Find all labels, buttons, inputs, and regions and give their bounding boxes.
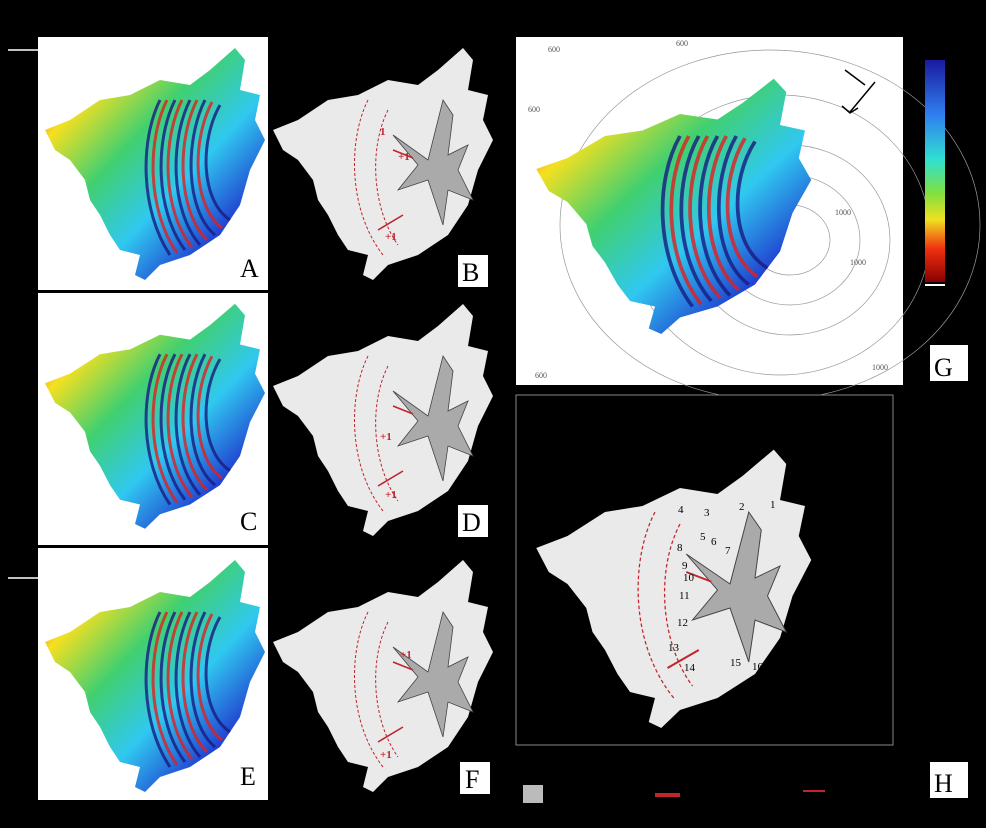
sector-number: 2: [739, 501, 745, 513]
sector-number: 14: [684, 662, 696, 674]
legend-swatch: [523, 785, 543, 803]
sector-number: 4: [678, 504, 684, 516]
sector-map: [273, 304, 493, 536]
sector-number: 5: [700, 531, 706, 543]
colorbar: [925, 60, 945, 282]
sector-number: 3: [704, 507, 710, 519]
sector-number: 8: [677, 542, 683, 554]
sector-number: 1: [770, 499, 776, 511]
panel-label: C: [240, 507, 257, 536]
sector-number: 15: [730, 657, 742, 669]
fringe-label: +1: [385, 231, 397, 243]
sector-number: 10: [683, 572, 695, 584]
contour-label: 1000: [835, 208, 851, 217]
sector-number: 13: [668, 642, 680, 654]
sector-number: 11: [679, 590, 690, 602]
panel-label: F: [465, 765, 479, 794]
fringe-label: 1: [380, 126, 386, 138]
sector-number: 6: [711, 536, 717, 548]
panel-label: G: [934, 353, 953, 382]
sector-number: 9: [682, 560, 688, 572]
fringe-label: +1: [400, 649, 412, 661]
figure: 1 +1 +1 +1 +1 +1 +1 600 600 600 600 1000…: [0, 0, 986, 828]
panel-label: E: [240, 762, 256, 791]
border-lines: [8, 50, 38, 578]
panel-label: B: [462, 258, 479, 287]
sector-map: [273, 48, 493, 280]
panel-label: A: [240, 254, 259, 283]
fringe-label: +1: [380, 749, 392, 761]
contour-label: 600: [528, 105, 540, 114]
sector-number: 16: [752, 661, 764, 673]
contour-label: 1000: [850, 258, 866, 267]
fringe-label: +1: [385, 489, 397, 501]
fringe-label: +1: [380, 431, 392, 443]
contour-label: 600: [535, 371, 547, 380]
fringe-label: +1: [398, 151, 410, 163]
contour-label: 1000: [872, 363, 888, 372]
contour-label: 600: [548, 45, 560, 54]
sector-number: 12: [677, 617, 688, 629]
sector-number: 7: [725, 545, 731, 557]
contour-label: 600: [676, 39, 688, 48]
panel-label: H: [934, 769, 953, 798]
panel-label: D: [462, 508, 481, 537]
